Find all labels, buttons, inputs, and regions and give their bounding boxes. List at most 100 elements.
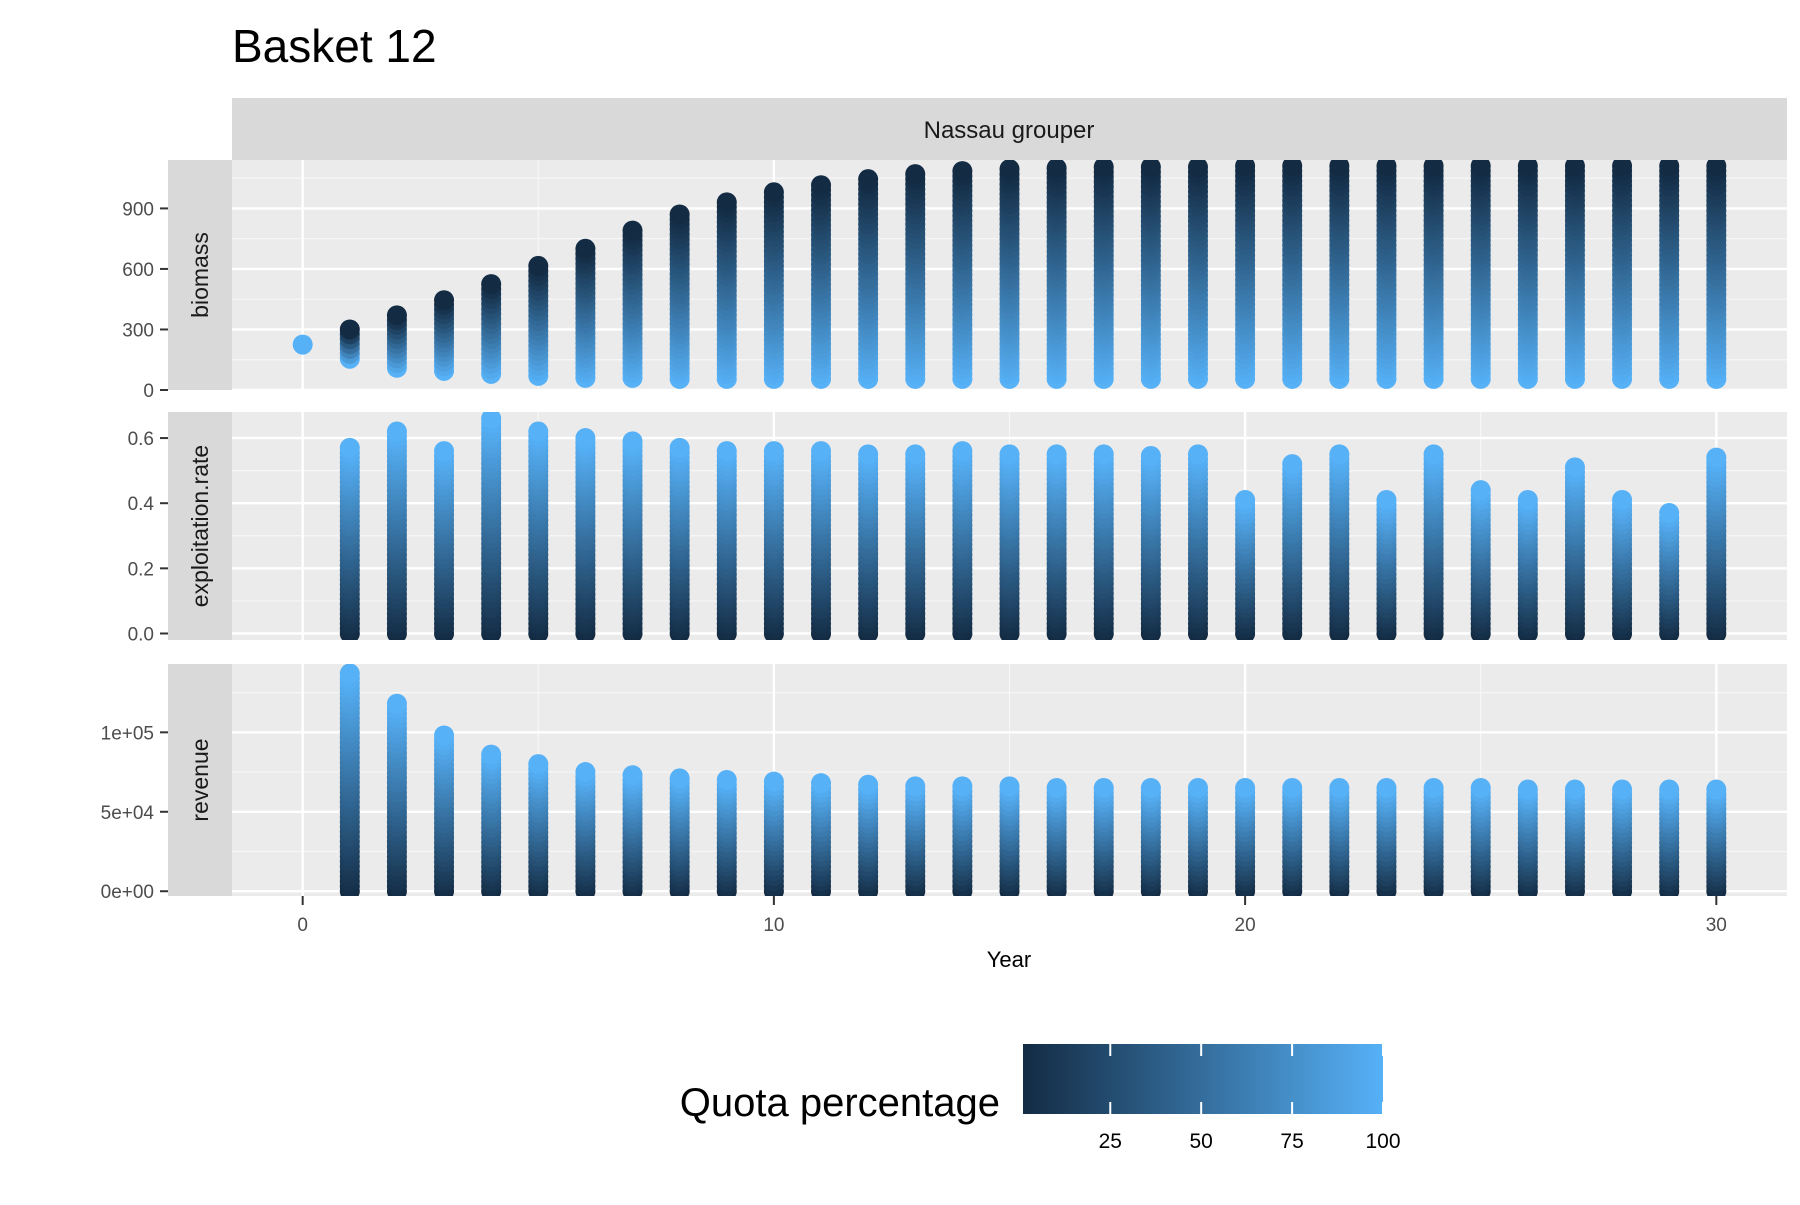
data-point [1093, 444, 1114, 465]
data-point [1564, 160, 1585, 177]
data-point [1706, 160, 1727, 177]
data-point [434, 725, 455, 746]
panel-revenue: revenue 0e+00 5e+04 1e+05 [101, 664, 1787, 903]
data-point [811, 441, 832, 462]
data-point [1140, 160, 1161, 178]
data-point [1659, 502, 1680, 523]
data-point [669, 204, 690, 225]
data-point [1235, 777, 1256, 798]
facet-strip-revenue [168, 664, 232, 896]
data-point [858, 774, 879, 795]
y-tick-label: 0.2 [128, 559, 154, 580]
data-point [1470, 480, 1491, 501]
data-point [1423, 160, 1444, 177]
data-point [1282, 777, 1303, 798]
data-point [1564, 779, 1585, 800]
data-point [1329, 444, 1350, 465]
data-point [1187, 160, 1208, 178]
data-point [575, 762, 596, 783]
facet-strip-exploitation-rate [168, 412, 232, 640]
data-point [386, 421, 407, 442]
data-point [905, 444, 926, 465]
legend-tick-label: 75 [1280, 1130, 1303, 1153]
data-point [575, 238, 596, 259]
data-point [1612, 489, 1633, 510]
data-point [1706, 447, 1727, 468]
data-point [999, 444, 1020, 465]
legend-colorbar [1023, 1044, 1383, 1114]
point-columns [339, 664, 1727, 896]
legend-tick-label: 25 [1099, 1130, 1122, 1153]
data-point [1706, 779, 1727, 800]
data-point [1329, 777, 1350, 798]
panel-biomass: biomass 0 300 600 900 [122, 160, 1787, 402]
x-tick-label: 20 [1235, 915, 1256, 936]
data-point [1612, 160, 1633, 177]
data-point [1046, 160, 1067, 179]
data-point [434, 290, 455, 311]
data-point [1046, 444, 1067, 465]
data-point [1187, 777, 1208, 798]
facet-strip-label: exploitation.rate [187, 445, 213, 607]
data-point [1093, 160, 1114, 178]
data-point [622, 765, 643, 786]
data-point [481, 274, 502, 295]
data-point [1564, 457, 1585, 478]
panel-exploitation-rate: exploitation.rate 0.0 0.2 0.4 0.6 [128, 412, 1787, 645]
point-columns [292, 160, 1727, 389]
data-point [669, 768, 690, 789]
data-point [1046, 777, 1067, 798]
data-point [952, 441, 973, 462]
y-tick-label: 900 [122, 199, 154, 220]
data-point [1282, 454, 1303, 475]
data-point [1470, 160, 1491, 177]
legend-tick-label: 50 [1190, 1130, 1213, 1153]
data-point [999, 776, 1020, 797]
x-tick-label: 10 [763, 915, 784, 936]
facet-strip-top [232, 98, 1787, 160]
data-point [528, 255, 549, 276]
data-point [1235, 489, 1256, 510]
x-axis-title: Year [987, 947, 1031, 972]
data-point [1329, 160, 1350, 177]
data-point [1282, 160, 1303, 177]
data-point [858, 169, 879, 190]
color-legend: Quota percentage 25 50 75 100 [680, 1044, 1401, 1153]
x-tick-label: 0 [297, 915, 308, 936]
y-tick-label: 0 [143, 381, 154, 402]
data-point [434, 441, 455, 462]
data-point [669, 437, 690, 458]
data-point [1376, 489, 1397, 510]
data-point [1376, 777, 1397, 798]
data-point [481, 744, 502, 765]
data-point [763, 182, 784, 203]
data-point [1235, 160, 1256, 177]
chart-title: Basket 12 [232, 20, 437, 72]
data-point [622, 220, 643, 241]
data-point [1517, 489, 1538, 510]
data-point [1659, 779, 1680, 800]
data-point [339, 664, 360, 684]
data-point [1093, 777, 1114, 798]
data-point [905, 164, 926, 185]
data-point [1470, 777, 1491, 798]
facet-strip-label: revenue [187, 738, 213, 821]
point-columns [339, 412, 1727, 640]
data-point [1612, 779, 1633, 800]
y-tick-label: 0.6 [128, 429, 154, 450]
data-point [1517, 779, 1538, 800]
data-point [905, 776, 926, 797]
data-point [339, 437, 360, 458]
y-tick-label: 300 [122, 320, 154, 341]
facet-strip-label: biomass [187, 232, 213, 318]
data-point [339, 319, 360, 340]
data-point [1659, 160, 1680, 177]
data-point [811, 175, 832, 196]
data-point [575, 428, 596, 449]
facet-label: Nassau grouper [924, 117, 1095, 144]
data-point [858, 444, 879, 465]
data-point [716, 441, 737, 462]
y-tick-label: 0.4 [128, 494, 155, 515]
data-point [528, 754, 549, 775]
data-point [952, 161, 973, 182]
